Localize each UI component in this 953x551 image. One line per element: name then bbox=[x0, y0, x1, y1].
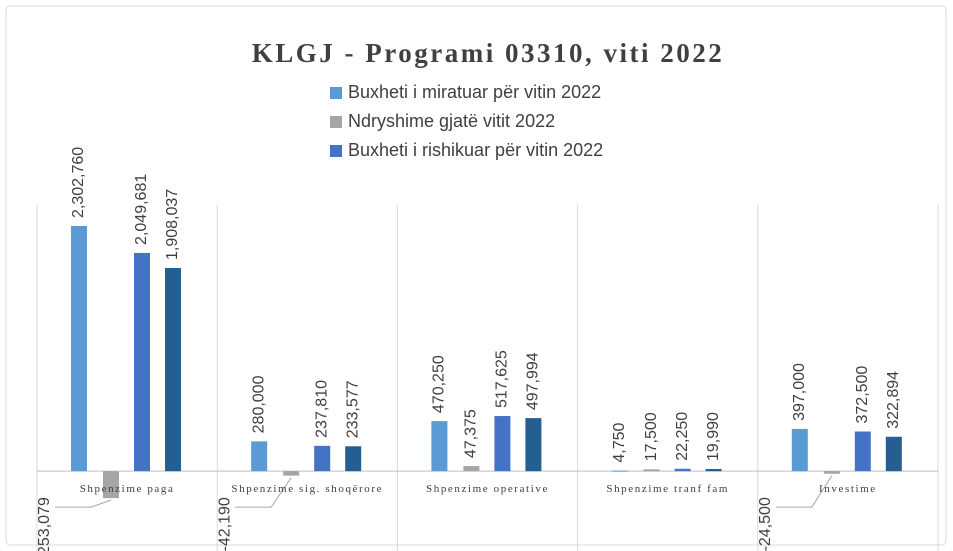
data-label: -24,500 bbox=[757, 497, 774, 551]
bar bbox=[431, 421, 448, 472]
bar bbox=[463, 466, 480, 472]
data-label: 47,375 bbox=[463, 409, 480, 458]
legend-label: Ndryshime gjatë vitit 2022 bbox=[348, 111, 555, 131]
bar bbox=[823, 471, 840, 474]
bar bbox=[314, 445, 331, 472]
bar bbox=[71, 225, 87, 472]
x-tick-label: Shpenzime sig. shoqërore bbox=[231, 483, 384, 496]
x-tick-label: Shpenzime paga bbox=[79, 483, 175, 496]
bar bbox=[494, 416, 511, 472]
bar bbox=[791, 428, 808, 472]
legend-swatch bbox=[330, 145, 342, 157]
data-label: 517,625 bbox=[494, 350, 511, 408]
bar bbox=[283, 471, 300, 476]
bar bbox=[251, 441, 268, 472]
x-tick-label: Shpenzime operative bbox=[426, 483, 549, 496]
bar bbox=[611, 470, 628, 472]
data-label: 497,994 bbox=[525, 352, 542, 410]
data-label: 19,990 bbox=[705, 412, 722, 461]
bar bbox=[345, 446, 362, 472]
bar bbox=[643, 469, 660, 472]
data-label: 2,302,760 bbox=[70, 147, 87, 218]
data-label: 397,000 bbox=[791, 363, 808, 421]
data-label: 372,500 bbox=[854, 366, 871, 424]
leader-line bbox=[235, 477, 292, 508]
bar bbox=[103, 471, 119, 499]
data-label: 322,894 bbox=[885, 371, 902, 429]
legend-swatch bbox=[330, 116, 342, 128]
bar bbox=[674, 468, 691, 472]
data-label: 17,500 bbox=[643, 412, 660, 461]
bar bbox=[134, 252, 150, 472]
data-label: -42,190 bbox=[216, 497, 233, 551]
bar bbox=[705, 469, 722, 472]
legend-label: Buxheti i rishikuar për vitin 2022 bbox=[348, 140, 603, 160]
data-label: -253,079 bbox=[36, 497, 53, 551]
bar bbox=[525, 418, 542, 472]
data-label: 280,000 bbox=[250, 375, 267, 433]
data-label: 233,577 bbox=[344, 380, 361, 438]
data-label: 237,810 bbox=[313, 380, 330, 438]
chart-border bbox=[5, 5, 947, 546]
data-label: 2,049,681 bbox=[133, 174, 150, 245]
chart-title: KLGJ - Programi 03310, viti 2022 bbox=[252, 38, 724, 68]
leader-line bbox=[55, 499, 112, 508]
bar bbox=[854, 431, 871, 472]
bar bbox=[885, 436, 902, 472]
bar bbox=[165, 268, 181, 472]
legend-swatch bbox=[330, 87, 342, 99]
x-tick-label: Shpenzime tranf fam bbox=[606, 483, 730, 496]
data-label: 470,250 bbox=[431, 355, 448, 413]
leader-line bbox=[775, 475, 833, 508]
x-tick-label: Investime bbox=[819, 483, 877, 496]
legend-label: Buxheti i miratuar për vitin 2022 bbox=[348, 82, 601, 102]
data-label: 22,250 bbox=[674, 412, 691, 461]
data-label: 1,908,037 bbox=[164, 189, 181, 260]
data-label: 4,750 bbox=[611, 423, 628, 463]
